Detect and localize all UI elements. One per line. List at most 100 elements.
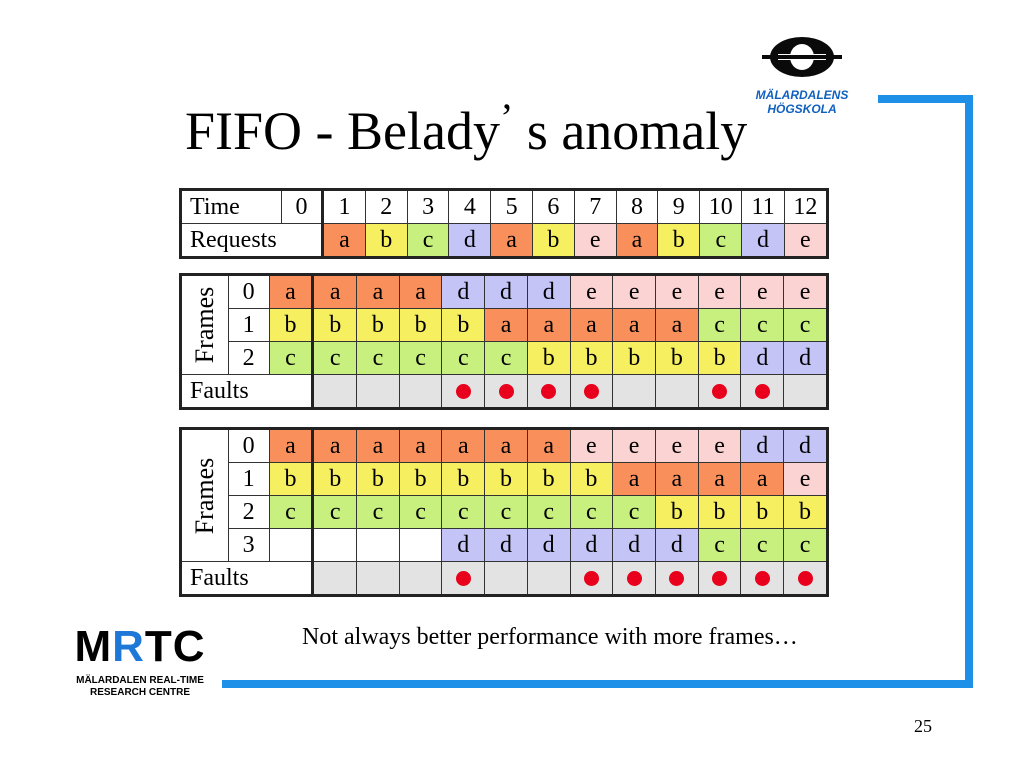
request-cell: a bbox=[490, 223, 534, 258]
fault-cell bbox=[356, 561, 400, 596]
frame-cell: c bbox=[740, 308, 785, 342]
frame-cell: c bbox=[441, 495, 486, 529]
frame-cell: b bbox=[312, 462, 358, 496]
fault-dot-icon bbox=[754, 384, 770, 400]
fault-cell bbox=[526, 374, 571, 409]
fault-cell bbox=[783, 374, 828, 409]
frame-row: Frames 0 a a a a a a a e e e e d d bbox=[180, 428, 828, 562]
frame-cell: b bbox=[526, 341, 571, 375]
fault-dot-icon bbox=[541, 384, 557, 400]
frame-cell: b bbox=[268, 462, 315, 496]
frame-cell: b bbox=[655, 341, 699, 375]
frame-cell bbox=[356, 528, 400, 562]
frame-number: 1 bbox=[227, 462, 270, 496]
time-cell: 10 bbox=[699, 189, 743, 224]
fault-dot-icon bbox=[712, 571, 728, 587]
frame-cell: a bbox=[655, 308, 699, 342]
requests-row: Requests a b c d a b e a b c d e bbox=[179, 223, 829, 258]
time-cell: 9 bbox=[657, 189, 701, 224]
frame-cell: c bbox=[697, 528, 742, 562]
frame-cell: b bbox=[569, 462, 614, 496]
frame-cell: a bbox=[526, 428, 571, 463]
frame-cell: d bbox=[783, 428, 828, 463]
fault-dot-icon bbox=[626, 571, 642, 587]
frame-cell: c bbox=[356, 495, 400, 529]
frame-cell: a bbox=[268, 274, 315, 309]
frame-cell: e bbox=[697, 274, 742, 309]
time-cell: 5 bbox=[490, 189, 534, 224]
fault-dot-icon bbox=[455, 384, 471, 400]
three-frames-table: Frames 0 a a a a d d d e e e e e e 1 b b b b b a a a a a c c c 2 c c c c c… bbox=[179, 273, 829, 410]
frame-cell: a bbox=[398, 428, 443, 463]
frame-cell: a bbox=[312, 428, 358, 463]
frame-cell: c bbox=[484, 495, 528, 529]
fault-cell bbox=[398, 561, 443, 596]
fault-dot-icon bbox=[754, 571, 770, 587]
request-cell: e bbox=[783, 223, 829, 258]
time-cell: 4 bbox=[448, 189, 492, 224]
request-cell: b bbox=[364, 223, 408, 258]
frame-cell: c bbox=[569, 495, 614, 529]
frame-cell: a bbox=[654, 462, 699, 496]
frame-cell: c bbox=[356, 341, 400, 375]
frame-cell: c bbox=[268, 341, 315, 375]
fault-cell bbox=[654, 561, 699, 596]
fault-cell bbox=[655, 374, 699, 409]
time-label: Time bbox=[180, 189, 282, 224]
time-cell: 0 bbox=[280, 189, 325, 224]
frame-cell: b bbox=[268, 308, 315, 342]
frame-number: 2 bbox=[227, 495, 270, 529]
frame-cell: e bbox=[654, 428, 699, 463]
faults-row: Faults bbox=[179, 561, 828, 596]
frame-cell: e bbox=[783, 462, 828, 496]
frame-cell: e bbox=[612, 428, 656, 463]
frame-cell: d bbox=[740, 341, 785, 375]
frame-number: 0 bbox=[227, 428, 270, 463]
university-name: MÄLARDALENS HÖGSKOLA bbox=[755, 88, 849, 116]
frame-cell: b bbox=[356, 308, 400, 342]
frame-cell: e bbox=[569, 428, 614, 463]
fault-cell bbox=[398, 374, 443, 409]
request-cell: e bbox=[573, 223, 617, 258]
faults-label: Faults bbox=[179, 561, 315, 596]
frame-cell: d bbox=[740, 428, 785, 463]
faults-label: Faults bbox=[179, 374, 315, 409]
page-number: 25 bbox=[914, 716, 932, 736]
frame-cell: e bbox=[697, 428, 742, 463]
frame-cell: b bbox=[356, 462, 400, 496]
frame-cell: c bbox=[612, 495, 656, 529]
fault-cell bbox=[441, 374, 486, 409]
fault-dot-icon bbox=[498, 384, 514, 400]
slide-note: Not always better performance with more … bbox=[302, 624, 798, 650]
frame-number: 1 bbox=[227, 308, 270, 342]
frame-cell: c bbox=[783, 308, 828, 342]
request-table: Time 0 1 2 3 4 5 6 7 8 9 10 11 12 Requests a b c d a b e a b c d e bbox=[179, 188, 829, 259]
frame-cell: a bbox=[484, 308, 528, 342]
frame-cell: a bbox=[697, 462, 742, 496]
frame-cell bbox=[268, 528, 315, 562]
mrtc-line2: RESEARCH CENTRE bbox=[89, 687, 190, 698]
frame-cell: b bbox=[697, 341, 742, 375]
fault-dot-icon bbox=[797, 571, 813, 587]
request-cell: a bbox=[615, 223, 659, 258]
frame-cell: b bbox=[398, 308, 443, 342]
fault-dot-icon bbox=[583, 384, 599, 400]
frame-number: 3 bbox=[227, 528, 270, 562]
frame-cell: c bbox=[783, 528, 828, 562]
frame-cell: b bbox=[312, 308, 358, 342]
request-cell: a bbox=[322, 223, 366, 258]
fault-cell bbox=[569, 374, 614, 409]
time-cell: 6 bbox=[532, 189, 575, 224]
frame-cell bbox=[312, 528, 358, 562]
fault-cell bbox=[569, 561, 614, 596]
fault-cell bbox=[312, 561, 358, 596]
fault-cell bbox=[697, 374, 742, 409]
frame-cell: e bbox=[569, 274, 614, 309]
slide-title: FIFO - Belady’ s anomaly bbox=[185, 95, 748, 161]
frame-cell: a bbox=[526, 308, 571, 342]
request-cell: c bbox=[406, 223, 450, 258]
frame-cell: d bbox=[484, 528, 528, 562]
frame-cell: c bbox=[740, 528, 785, 562]
frame-cell: e bbox=[612, 274, 657, 309]
